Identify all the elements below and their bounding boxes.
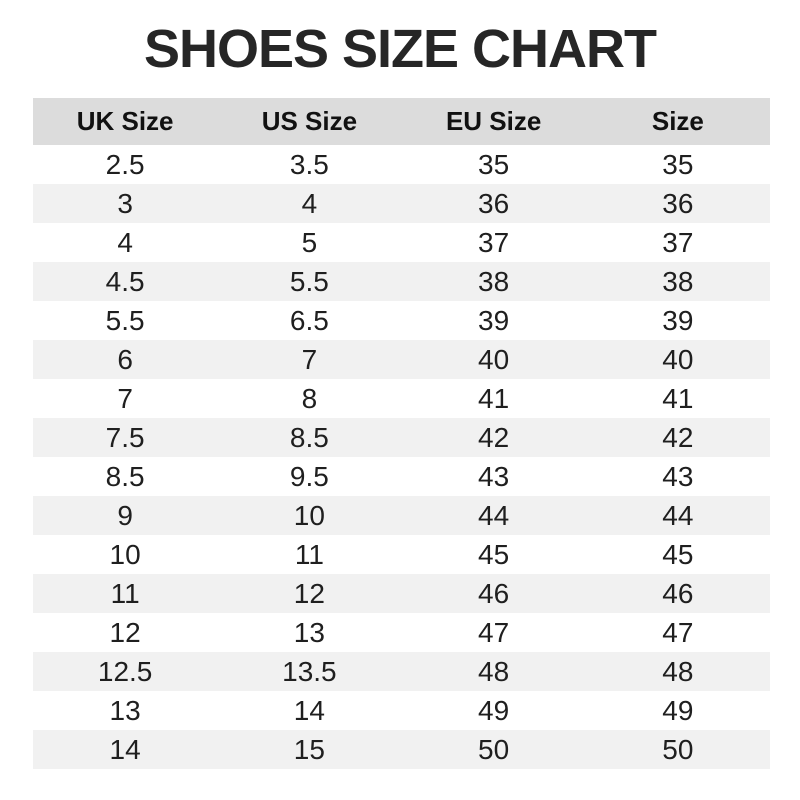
uk-size-cell: 14: [109, 733, 141, 765]
size-cell: 46: [662, 577, 694, 609]
eu-size-cell: 44: [478, 499, 510, 531]
eu-size-cell: 42: [478, 421, 510, 453]
table-row: 5.5 6.5 39 39: [33, 301, 770, 340]
uk-size-cell: 12: [109, 616, 141, 648]
eu-size-cell: 49: [478, 694, 510, 726]
table-row: 4.5 5.5 38 38: [33, 262, 770, 301]
uk-size-cell: 7: [117, 382, 133, 414]
eu-size-cell: 37: [478, 226, 510, 258]
uk-size-cell: 5.5: [105, 304, 145, 336]
uk-size-cell: 13: [109, 694, 141, 726]
table-row: 12.5 13.5 48 48: [33, 652, 770, 691]
us-size-cell: 5: [301, 226, 318, 258]
table-row: 13 14 49 49: [33, 691, 770, 730]
size-cell: 37: [662, 226, 694, 258]
us-size-cell: 15: [293, 733, 325, 765]
table-row: 6 7 40 40: [33, 340, 770, 379]
us-size-cell: 5.5: [289, 265, 329, 297]
eu-size-cell: 36: [478, 187, 510, 219]
us-size-cell: 6.5: [289, 304, 329, 336]
size-cell: 50: [662, 733, 694, 765]
size-cell: 38: [662, 265, 694, 297]
column-header-size: Size: [585, 98, 770, 145]
size-cell: 41: [662, 382, 694, 414]
eu-size-cell: 40: [478, 343, 510, 375]
eu-size-cell: 48: [478, 655, 510, 687]
us-size-cell: 13: [293, 616, 325, 648]
table-header-row: UK Size US Size EU Size Size: [33, 98, 770, 145]
table-row: 14 15 50 50: [33, 730, 770, 769]
uk-size-cell: 9: [117, 499, 133, 531]
column-header-eu-size: EU Size: [401, 98, 586, 145]
us-size-cell: 10: [293, 499, 325, 531]
size-cell: 40: [662, 343, 694, 375]
eu-size-cell: 45: [478, 538, 510, 570]
table-row: 10 11 45 45: [33, 535, 770, 574]
eu-size-cell: 43: [478, 460, 510, 492]
table-row: 12 13 47 47: [33, 613, 770, 652]
page-title: SHOES SIZE CHART: [143, 19, 657, 79]
uk-size-cell: 4: [117, 226, 133, 258]
us-size-cell: 8: [301, 382, 318, 414]
column-header-uk-size: UK Size: [33, 98, 218, 145]
table-row: 4 5 37 37: [33, 223, 770, 262]
column-header-us-size: US Size: [217, 98, 402, 145]
us-size-cell: 7: [301, 343, 318, 375]
size-cell: 47: [662, 616, 694, 648]
table-row: 8.5 9.5 43 43: [33, 457, 770, 496]
eu-size-cell: 38: [478, 265, 510, 297]
size-cell: 39: [662, 304, 694, 336]
us-size-cell: 3.5: [289, 148, 329, 180]
table-row: 3 4 36 36: [33, 184, 770, 223]
size-chart-table: UK Size US Size EU Size Size 2.5 3.5 35 …: [33, 98, 770, 769]
table-row: 2.5 3.5 35 35: [33, 145, 770, 184]
size-cell: 44: [662, 499, 694, 531]
eu-size-cell: 41: [478, 382, 510, 414]
us-size-cell: 12: [293, 577, 325, 609]
size-cell: 35: [662, 148, 694, 180]
size-cell: 36: [662, 187, 694, 219]
uk-size-cell: 12.5: [97, 655, 153, 687]
uk-size-cell: 11: [110, 577, 140, 609]
uk-size-cell: 4.5: [105, 265, 145, 297]
uk-size-cell: 2.5: [105, 148, 145, 180]
table-row: 9 10 44 44: [33, 496, 770, 535]
us-size-cell: 4: [301, 187, 318, 219]
us-size-cell: 9.5: [289, 460, 329, 492]
uk-size-cell: 10: [109, 538, 141, 570]
us-size-cell: 11: [294, 538, 324, 570]
uk-size-cell: 7.5: [105, 421, 145, 453]
size-cell: 45: [662, 538, 694, 570]
table-header: UK Size US Size EU Size Size: [33, 98, 770, 145]
size-cell: 48: [662, 655, 694, 687]
eu-size-cell: 35: [478, 148, 510, 180]
uk-size-cell: 3: [117, 187, 133, 219]
table-row: 7.5 8.5 42 42: [33, 418, 770, 457]
eu-size-cell: 50: [478, 733, 510, 765]
table-row: 11 12 46 46: [33, 574, 770, 613]
us-size-cell: 13.5: [282, 655, 337, 687]
uk-size-cell: 8.5: [105, 460, 145, 492]
eu-size-cell: 39: [478, 304, 510, 336]
us-size-cell: 14: [293, 694, 325, 726]
size-cell: 43: [662, 460, 694, 492]
table-row: 7 8 41 41: [33, 379, 770, 418]
size-cell: 42: [662, 421, 694, 453]
eu-size-cell: 46: [478, 577, 510, 609]
uk-size-cell: 6: [117, 343, 133, 375]
us-size-cell: 8.5: [289, 421, 329, 453]
eu-size-cell: 47: [478, 616, 510, 648]
table-body: 2.5 3.5 35 35 3 4 36 36 4 5 37 37 4.5 5.…: [33, 145, 770, 769]
size-cell: 49: [662, 694, 694, 726]
